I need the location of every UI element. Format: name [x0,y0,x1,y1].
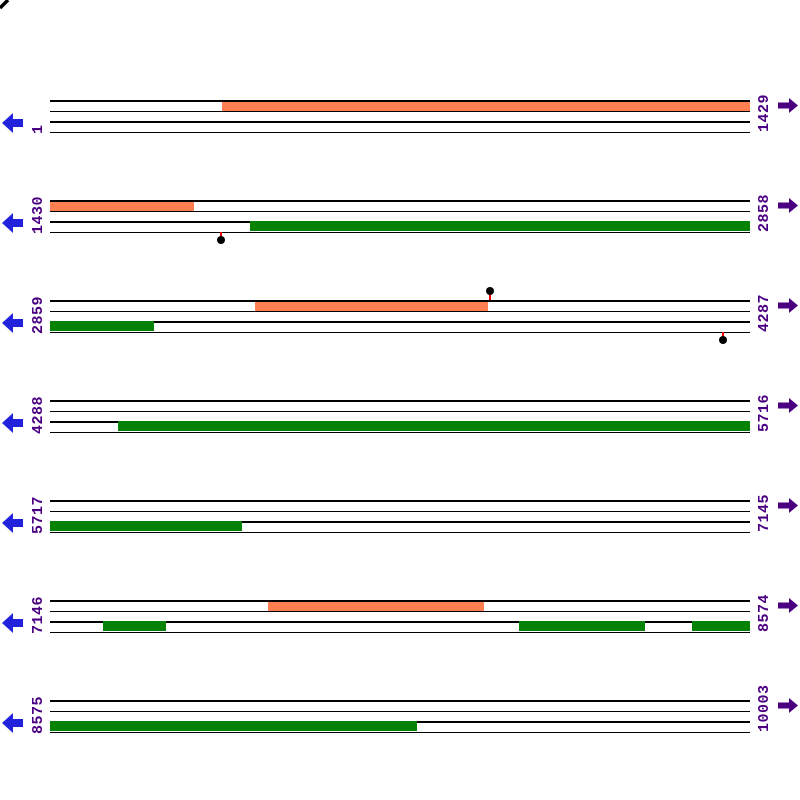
frame-line [50,500,750,502]
frame-line [50,521,750,523]
left-coordinate-label: 1 [30,123,47,134]
marker-dot [217,235,225,244]
left-end-arrow-icon [2,413,23,433]
frame-line [50,131,750,134]
right-coordinate-label: 4287 [756,293,773,332]
left-end-arrow-icon [2,713,23,733]
complement-gene-bar [50,520,242,531]
right-end-arrow-icon [778,198,798,213]
complement-gene-bar [50,720,417,731]
complement-gene-bar [50,320,154,331]
left-end-arrow-icon [2,113,23,133]
right-end-arrow-icon [778,398,798,413]
complement-gene-bar [250,220,750,231]
frame-line [50,700,750,702]
frame-line [50,110,750,113]
complement-gene-bar [118,420,750,431]
frame-line [50,100,750,102]
frame-line [50,210,750,213]
direct-gene-bar [222,101,750,111]
frame-line [50,231,750,234]
direct-gene-bar [268,601,484,611]
frame-line [50,200,750,202]
marker-stem [220,232,222,238]
frame-line [50,321,750,323]
frame-line [50,510,750,513]
frame-line [50,610,750,613]
frame-line [50,331,750,334]
frame-line [50,631,750,634]
direct-gene-bar [50,201,194,211]
left-coordinate-label: 5717 [30,495,47,534]
right-coordinate-label: 1429 [756,93,773,132]
frame-line [50,310,750,313]
left-coordinate-label: 8575 [30,695,47,734]
right-coordinate-label: 2858 [756,193,773,232]
left-end-arrow-icon [2,613,23,633]
left-coordinate-label: 4288 [30,395,47,434]
complement-gene-bar [519,620,645,631]
left-end-arrow-icon [2,313,23,333]
frame-line [50,410,750,413]
right-coordinate-label: 10003 [756,684,773,732]
left-end-arrow-icon [2,513,23,533]
right-end-arrow-icon [778,598,798,613]
frame-line [50,600,750,602]
corner-artifact-icon [0,0,10,10]
left-coordinate-label: 2859 [30,295,47,334]
left-end-arrow-icon [2,213,23,233]
frame-line [50,621,750,623]
frame-line [50,731,750,734]
right-end-arrow-icon [778,298,798,313]
marker-stem [722,332,724,338]
right-end-arrow-icon [778,698,798,713]
complement-gene-bar [103,620,166,631]
right-coordinate-label: 8574 [756,593,773,632]
frame-line [50,431,750,434]
marker-dot [486,286,494,295]
complement-gene-bar [692,620,750,631]
right-coordinate-label: 7145 [756,493,773,532]
frame-line [50,710,750,713]
right-coordinate-label: 5716 [756,393,773,432]
left-coordinate-label: 1430 [30,195,47,234]
right-end-arrow-icon [778,498,798,513]
marker-dot [719,335,727,344]
frame-line [50,121,750,123]
direct-gene-bar [255,301,488,311]
marker-stem [489,293,491,300]
frame-line [50,300,750,302]
left-coordinate-label: 7146 [30,595,47,634]
right-end-arrow-icon [778,98,798,113]
frame-line [50,400,750,402]
frame-line [50,531,750,534]
